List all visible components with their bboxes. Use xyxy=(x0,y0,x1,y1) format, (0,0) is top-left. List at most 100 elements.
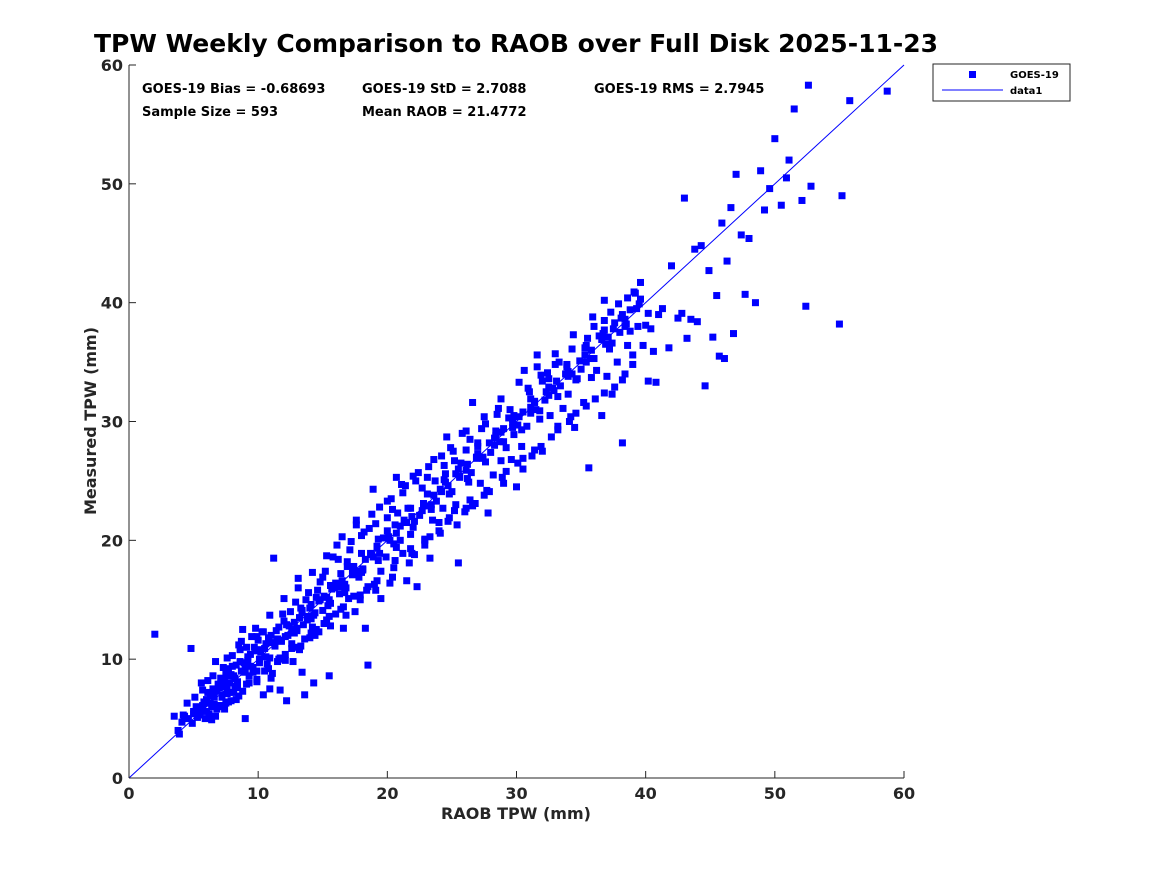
scatter-point xyxy=(429,516,437,524)
scatter-point xyxy=(314,586,322,594)
scatter-point xyxy=(720,355,728,363)
scatter-point xyxy=(544,369,551,377)
scatter-point xyxy=(649,347,657,355)
scatter-point xyxy=(630,288,638,296)
scatter-point xyxy=(223,690,231,698)
scatter-point xyxy=(582,358,590,366)
scatter-point xyxy=(564,390,572,398)
scatter-point xyxy=(564,368,572,376)
scatter-point xyxy=(248,633,256,641)
scatter-point xyxy=(199,702,207,710)
scatter-point xyxy=(255,655,263,663)
scatter-point xyxy=(802,302,810,310)
scatter-point xyxy=(438,488,446,496)
scatter-point xyxy=(272,627,280,635)
scatter-point xyxy=(290,629,298,637)
scatter-point xyxy=(730,330,737,338)
scatter-point xyxy=(367,549,375,557)
scatter-point xyxy=(227,671,235,679)
scatter-point xyxy=(542,388,550,396)
scatter-point xyxy=(409,472,417,480)
scatter-point xyxy=(497,395,505,403)
scatter-point xyxy=(559,404,567,412)
stat-bias: GOES-19 Bias = -0.68693 xyxy=(142,82,325,97)
scatter-point xyxy=(190,707,198,715)
scatter-point xyxy=(644,377,652,385)
scatter-point xyxy=(493,410,501,418)
scatter-point xyxy=(585,464,593,472)
scatter-point xyxy=(453,521,461,529)
scatter-point xyxy=(372,520,380,528)
scatter-point xyxy=(232,696,240,704)
scatter-point xyxy=(553,377,561,385)
scatter-point xyxy=(386,536,394,544)
scatter-point xyxy=(674,314,682,322)
scatter-point xyxy=(457,459,465,467)
scatter-point xyxy=(439,504,447,512)
scatter-point xyxy=(782,174,790,182)
legend-label-data1: data1 xyxy=(1010,86,1042,97)
scatter-point xyxy=(509,419,517,427)
scatter-point xyxy=(514,421,522,429)
scatter-point xyxy=(454,465,462,473)
scatter-point xyxy=(224,665,232,673)
scatter-point xyxy=(292,598,300,606)
scatter-point xyxy=(771,135,779,143)
scatter-point xyxy=(205,699,213,707)
scatter-point xyxy=(348,571,356,579)
scatter-point xyxy=(430,456,438,464)
scatter-point xyxy=(352,521,360,529)
scatter-point xyxy=(276,686,284,694)
scatter-point xyxy=(427,505,435,513)
scatter-point xyxy=(178,718,186,726)
scatter-point xyxy=(427,501,435,509)
scatter-point xyxy=(288,640,296,648)
scatter-point xyxy=(328,585,336,593)
scatter-point xyxy=(416,511,424,519)
scatter-point xyxy=(436,529,444,537)
scatter-point xyxy=(355,573,363,581)
scatter-point xyxy=(611,319,619,327)
scatter-point xyxy=(447,444,455,452)
y-tick-label: 40 xyxy=(101,294,123,313)
scatter-point xyxy=(527,403,535,411)
scatter-point xyxy=(483,486,491,494)
scatter-point xyxy=(581,351,589,359)
scatter-point xyxy=(541,396,549,404)
stat-mean-raob: Mean RAOB = 21.4772 xyxy=(362,105,527,120)
scatter-point xyxy=(175,730,183,738)
scatter-point xyxy=(519,408,527,416)
scatter-point xyxy=(629,360,637,368)
scatter-point xyxy=(394,509,402,517)
scatter-point xyxy=(374,557,382,565)
scatter-point xyxy=(449,447,457,455)
scatter-point xyxy=(319,573,327,581)
scatter-point xyxy=(524,384,532,392)
scatter-point xyxy=(387,495,395,503)
scatter-point xyxy=(506,406,514,414)
scatter-point xyxy=(399,549,407,557)
scatter-point xyxy=(466,435,474,443)
x-tick-label: 30 xyxy=(505,784,527,803)
scatter-point xyxy=(323,552,331,560)
scatter-point xyxy=(626,327,634,335)
scatter-point xyxy=(629,351,637,359)
scatter-point xyxy=(219,663,227,671)
plot-area: 0 10 20 30 40 50 60 0 10 20 30 40 50 60 xyxy=(101,56,915,803)
scatter-point xyxy=(537,442,545,450)
scatter-point xyxy=(268,639,276,647)
legend-label-goes19: GOES-19 xyxy=(1010,70,1059,81)
scatter-point xyxy=(440,461,448,469)
scatter-point xyxy=(709,333,717,341)
scatter-point xyxy=(444,482,452,490)
scatter-point xyxy=(383,497,391,505)
scatter-point xyxy=(321,567,329,575)
scatter-point xyxy=(647,325,655,333)
scatter-point xyxy=(396,522,404,530)
scatter-point xyxy=(266,611,274,619)
scatter-point xyxy=(531,446,539,454)
scatter-point xyxy=(456,473,464,481)
scatter-point xyxy=(296,614,303,622)
scatter-point xyxy=(275,623,283,631)
scatter-point xyxy=(356,591,364,599)
